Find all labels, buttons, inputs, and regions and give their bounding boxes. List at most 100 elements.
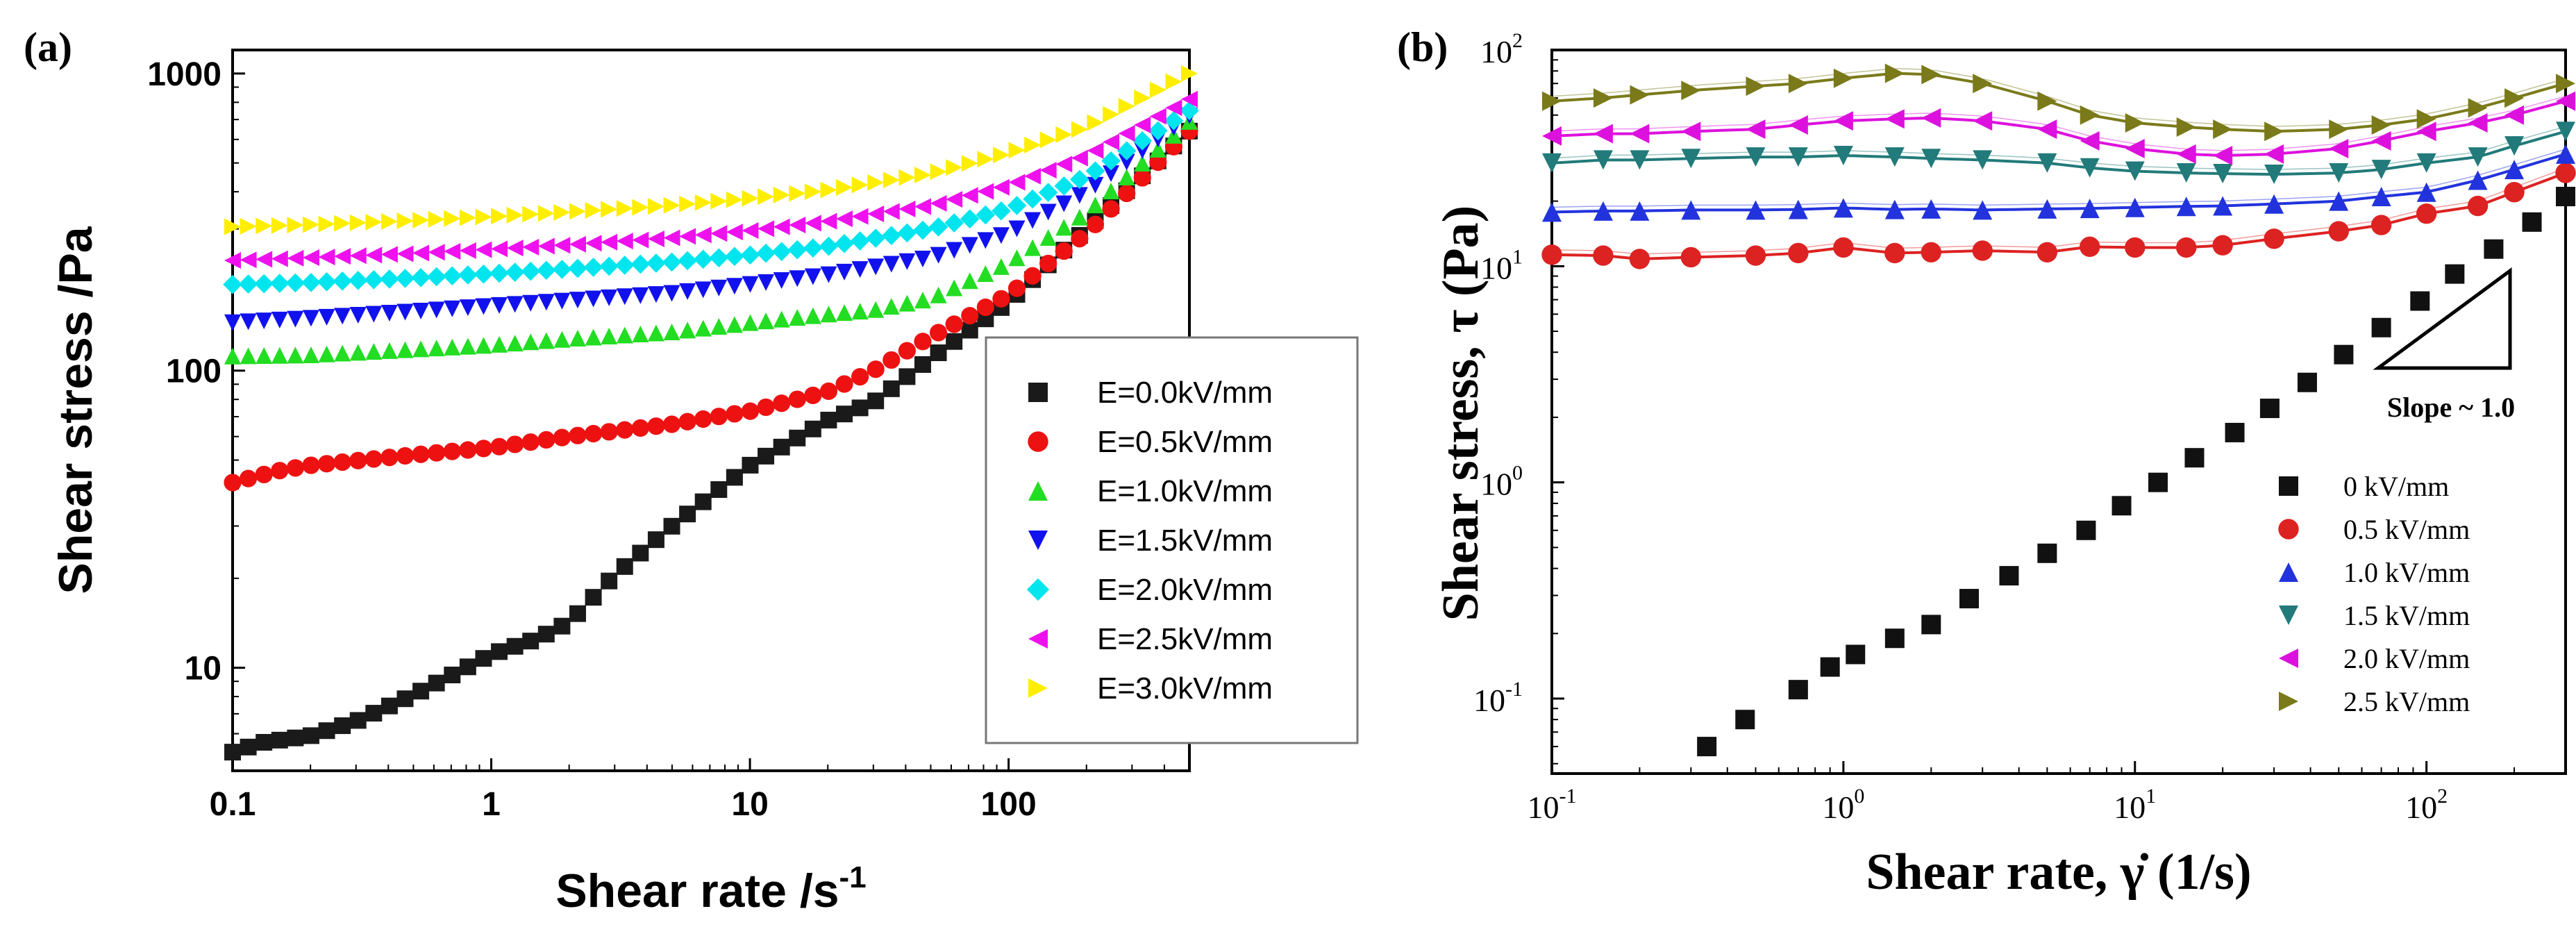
panel-a-data-point <box>961 307 979 325</box>
panel-a-data-point <box>726 316 743 333</box>
panel-b-data-point <box>1921 615 1941 635</box>
tick-base: 10 <box>1528 790 1559 825</box>
panel-a-data-point <box>710 318 728 335</box>
panel-b-data-point <box>1542 202 1562 222</box>
panel-a-data-point <box>1149 153 1167 172</box>
panel-a-data-point <box>820 266 837 283</box>
panel-b-data-point <box>1884 628 1905 649</box>
panel-b-data-point <box>2264 194 2284 214</box>
panel-a-x-axis-label: Shear rate /s-1 <box>555 860 866 917</box>
panel-a-data-point <box>740 245 760 265</box>
panel-b-data-point <box>2484 239 2504 259</box>
panel-a-data-point <box>710 481 728 499</box>
panel-a-data-point <box>789 270 806 287</box>
panel-a-series-4 <box>223 101 1199 294</box>
panel-a-legend-box <box>985 336 1359 744</box>
panel-b-legend-label: 2.5 kV/mm <box>2343 686 2470 717</box>
panel-b-data-point <box>2264 165 2284 185</box>
panel-b-data-point <box>1788 147 1808 167</box>
panel-a-data-point <box>238 274 258 294</box>
panel-a-data-point <box>224 314 241 331</box>
panel-a-data-point <box>679 283 696 300</box>
panel-a-data-point <box>256 217 273 235</box>
panel-b-legend-label: 1.5 kV/mm <box>2343 600 2470 631</box>
panel-b-data-point <box>1820 657 1840 677</box>
panel-a-data-point <box>773 394 791 412</box>
panel-a-data-point <box>867 206 885 223</box>
panel-a-data-point <box>348 271 368 290</box>
panel-a-data-point <box>491 335 508 353</box>
panel-b-fit-lines <box>1551 68 2566 260</box>
panel-a-data-point <box>977 265 994 283</box>
panel-b-data-point <box>1833 237 1854 258</box>
panel-a-data-point <box>396 245 414 262</box>
panel-a-data-point <box>883 380 900 397</box>
panel-b-data-point <box>1921 199 1941 219</box>
panel-b-data-point <box>1746 147 1766 167</box>
panel-a-data-point <box>506 435 524 453</box>
panel-b-data-point <box>1833 145 1853 165</box>
panel-a-data-point <box>883 172 900 189</box>
panel-a-data-point <box>850 231 870 251</box>
panel-a-data-point <box>491 297 508 314</box>
panel-a-data-point <box>1134 90 1151 107</box>
panel-a-series-1 <box>224 122 1198 492</box>
panel-b-data-point <box>1921 242 1941 262</box>
panel-a-data-point <box>1023 189 1042 209</box>
panel-b-plot-frame <box>1550 49 2567 775</box>
panel-b-data-point <box>1788 680 1808 700</box>
tick-base: 10 <box>1480 250 1512 285</box>
panel-a-data-point <box>1149 81 1166 99</box>
panel-a-data-point <box>647 531 664 549</box>
panel-b-data-point <box>2176 163 2196 183</box>
panel-b-data-point <box>1680 247 1702 268</box>
panel-a-data-point <box>1165 99 1182 117</box>
panel-a-data-point <box>302 216 319 233</box>
panel-a-data-point <box>302 346 319 363</box>
panel-a-data-point <box>835 233 854 253</box>
panel-a-data-point <box>537 237 555 255</box>
panel-a-data-point <box>930 247 947 264</box>
panel-a-data-point <box>428 301 445 319</box>
panel-a-data-point <box>491 240 508 258</box>
panel-b-y-tick-label: 102 <box>1480 29 1523 69</box>
panel-b-y-tick-label: 10-1 <box>1473 678 1523 718</box>
panel-a-data-point <box>914 198 931 215</box>
panel-a-data-point <box>600 423 618 441</box>
panel-a-data-point <box>678 251 697 271</box>
panel-a-series-5 <box>224 90 1198 269</box>
panel-b-data-point <box>2125 161 2145 181</box>
panel-a-data-point <box>1102 200 1120 218</box>
panel-a-series-6 <box>224 65 1198 235</box>
panel-b-data-point <box>2297 372 2317 392</box>
panel-a-data-point <box>1071 230 1089 248</box>
panel-a-data-point <box>789 429 806 447</box>
panel-a-data-point <box>851 208 869 225</box>
panel-b-data-point <box>2213 164 2233 184</box>
panel-a-data-point <box>459 209 476 226</box>
panel-a-data-point <box>318 308 335 326</box>
panel-a-data-point <box>1116 141 1137 160</box>
panel-a-data-point <box>679 506 696 523</box>
panel-a-data-point <box>302 310 319 327</box>
panel-b-data-point <box>1630 150 1650 170</box>
panel-a-data-point <box>506 335 524 352</box>
panel-a-data-point <box>490 437 508 456</box>
panel-a-data-point <box>1101 151 1121 171</box>
panel-a-data-point <box>224 744 241 761</box>
panel-a-data-point <box>726 405 744 423</box>
panel-a-data-point <box>961 187 978 204</box>
panel-a-data-point <box>1071 208 1088 226</box>
panel-a-data-point <box>1180 101 1199 121</box>
panel-a-data-point <box>396 212 414 230</box>
panel-b-data-point <box>2111 496 2132 516</box>
panel-b-data-point <box>1973 74 1993 94</box>
panel-b-data-point <box>1593 88 1613 108</box>
panel-b-data-point <box>1681 122 1701 142</box>
panel-b-fit-band-5 <box>1551 68 2566 127</box>
panel-a-data-point <box>412 340 430 358</box>
panel-a-data-point <box>647 417 665 435</box>
panel-a-data-point <box>742 222 759 240</box>
panel-a-data-point <box>946 242 963 259</box>
panel-a-data-point <box>380 212 398 230</box>
